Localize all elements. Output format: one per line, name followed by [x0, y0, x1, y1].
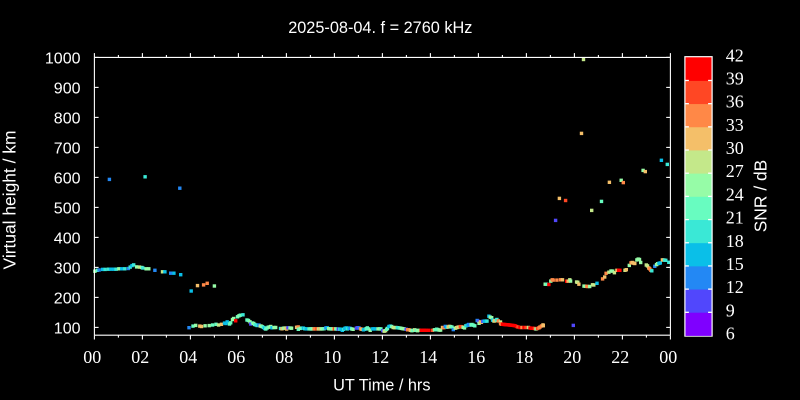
svg-text:36: 36	[726, 92, 744, 112]
svg-text:100: 100	[54, 320, 81, 337]
svg-text:14: 14	[419, 347, 437, 367]
svg-text:UT Time / hrs: UT Time / hrs	[333, 377, 430, 395]
svg-text:42: 42	[726, 45, 744, 65]
svg-text:400: 400	[54, 230, 81, 247]
svg-text:12: 12	[371, 347, 389, 367]
svg-text:06: 06	[227, 347, 245, 367]
svg-text:20: 20	[563, 347, 581, 367]
svg-text:27: 27	[726, 161, 744, 181]
svg-text:22: 22	[611, 347, 629, 367]
svg-text:6: 6	[726, 324, 735, 344]
svg-text:600: 600	[54, 170, 81, 187]
svg-text:15: 15	[726, 254, 744, 274]
svg-text:18: 18	[726, 231, 744, 251]
svg-text:04: 04	[179, 347, 197, 367]
svg-text:30: 30	[726, 138, 744, 158]
svg-text:800: 800	[54, 110, 81, 127]
svg-text:08: 08	[275, 347, 293, 367]
svg-text:39: 39	[726, 69, 744, 89]
svg-text:24: 24	[726, 184, 744, 204]
svg-text:33: 33	[726, 115, 744, 135]
svg-text:12: 12	[726, 277, 744, 297]
svg-text:16: 16	[467, 347, 485, 367]
svg-text:Virtual height / km: Virtual height / km	[0, 131, 20, 270]
svg-text:300: 300	[54, 260, 81, 277]
svg-text:10: 10	[323, 347, 341, 367]
svg-text:21: 21	[726, 208, 744, 228]
svg-text:200: 200	[54, 290, 81, 307]
svg-text:02: 02	[131, 347, 149, 367]
svg-text:00: 00	[659, 347, 677, 367]
svg-text:9: 9	[726, 300, 735, 320]
svg-text:18: 18	[515, 347, 533, 367]
svg-text:500: 500	[54, 200, 81, 217]
svg-text:1000: 1000	[45, 50, 81, 67]
svg-text:700: 700	[54, 140, 81, 157]
svg-text:SNR / dB: SNR / dB	[751, 160, 771, 232]
svg-text:2025-08-04. f = 2760 kHz: 2025-08-04. f = 2760 kHz	[288, 19, 472, 37]
svg-text:00: 00	[83, 347, 101, 367]
svg-text:900: 900	[54, 80, 81, 97]
